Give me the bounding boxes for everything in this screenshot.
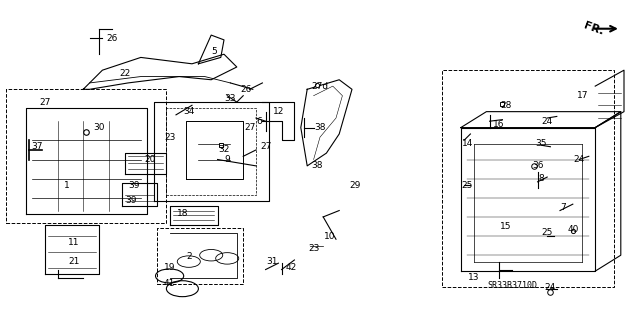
Text: 25: 25 (541, 228, 553, 237)
Text: 26: 26 (106, 34, 118, 43)
Text: 38: 38 (311, 161, 323, 170)
Text: 26: 26 (241, 85, 252, 94)
Text: 12: 12 (273, 107, 284, 116)
Text: 13: 13 (468, 273, 479, 282)
Text: 23: 23 (164, 133, 175, 142)
Text: 2: 2 (186, 252, 191, 261)
Text: 39: 39 (129, 181, 140, 189)
Text: 27d: 27d (312, 82, 328, 91)
Text: 14: 14 (461, 139, 473, 148)
Text: 28: 28 (500, 101, 511, 110)
Text: 31: 31 (266, 257, 278, 266)
Text: 20: 20 (145, 155, 156, 164)
Text: 17: 17 (577, 91, 588, 100)
Text: 39: 39 (125, 197, 137, 205)
Text: 8: 8 (538, 174, 543, 183)
Text: 21: 21 (68, 257, 79, 266)
Text: 24: 24 (545, 283, 556, 292)
Text: 22: 22 (119, 69, 131, 78)
Text: 38: 38 (314, 123, 326, 132)
Text: SR33B3710D: SR33B3710D (487, 281, 537, 290)
Text: 23: 23 (308, 244, 319, 253)
Text: 35: 35 (535, 139, 547, 148)
Text: 34: 34 (183, 107, 195, 116)
Text: 1: 1 (65, 181, 70, 189)
Text: 18: 18 (177, 209, 188, 218)
Text: 30: 30 (93, 123, 105, 132)
Text: 9: 9 (225, 155, 230, 164)
Text: 24: 24 (573, 155, 585, 164)
Text: 7: 7 (561, 203, 566, 212)
Text: 42: 42 (285, 263, 297, 272)
Text: 32: 32 (218, 145, 230, 154)
Text: 11: 11 (68, 238, 79, 247)
Text: 5: 5 (212, 47, 217, 56)
Text: 25: 25 (461, 181, 473, 189)
Text: 40: 40 (567, 225, 579, 234)
Text: 10: 10 (324, 232, 335, 241)
Text: 16: 16 (493, 120, 505, 129)
Text: 27: 27 (39, 98, 51, 107)
Text: 33: 33 (225, 94, 236, 103)
Text: 29: 29 (349, 181, 361, 189)
Text: FR.: FR. (582, 20, 605, 37)
Text: 15: 15 (500, 222, 511, 231)
Text: 27: 27 (260, 142, 271, 151)
Text: 41: 41 (164, 279, 175, 288)
Text: 27: 27 (244, 123, 255, 132)
Text: 24: 24 (541, 117, 553, 126)
Text: 6: 6 (257, 117, 262, 126)
Text: 37: 37 (31, 142, 43, 151)
Text: 36: 36 (532, 161, 543, 170)
Text: 19: 19 (164, 263, 175, 272)
